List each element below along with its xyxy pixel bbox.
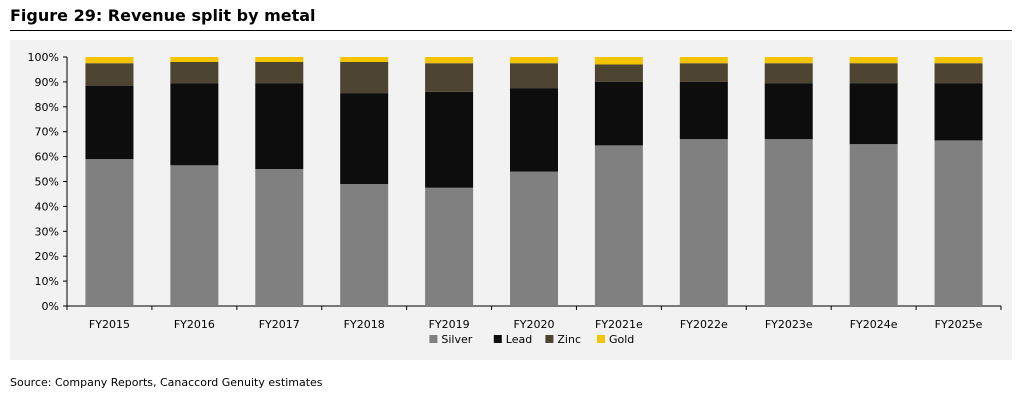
x-tick-label: FY2016	[174, 318, 215, 331]
bar-segment-gold	[425, 57, 474, 64]
bar-segment-lead	[934, 83, 983, 141]
y-tick-label: 0%	[42, 300, 59, 313]
y-tick-label: 40%	[35, 200, 59, 213]
bar-segment-gold	[255, 57, 304, 62]
x-tick-label: FY2020	[513, 318, 554, 331]
y-tick-label: 10%	[35, 275, 59, 288]
bar-segment-silver	[764, 139, 813, 306]
source-note: Source: Company Reports, Canaccord Genui…	[10, 376, 323, 389]
bar-segment-zinc	[340, 61, 389, 94]
bar-segment-gold	[510, 57, 558, 64]
bar-segment-zinc	[85, 63, 134, 86]
x-tick-label: FY2023e	[765, 318, 813, 331]
bar-segment-silver	[340, 183, 389, 306]
bar-segment-silver	[255, 169, 304, 306]
y-tick-label: 70%	[35, 126, 59, 139]
x-tick-label: FY2015	[89, 318, 130, 331]
bar-segment-gold	[594, 57, 643, 65]
bar-segment-silver	[679, 139, 728, 306]
bar-segment-lead	[340, 93, 389, 184]
bar-segment-silver	[934, 140, 983, 306]
legend-label-silver: Silver	[441, 333, 472, 346]
y-tick-label: 80%	[35, 101, 59, 114]
bar-segment-gold	[679, 57, 728, 64]
y-tick-label: 60%	[35, 151, 59, 164]
bar-segment-lead	[255, 83, 304, 170]
bar-segment-zinc	[679, 63, 728, 82]
bar-segment-lead	[85, 85, 134, 160]
y-tick-label: 100%	[28, 51, 59, 64]
y-tick-label: 50%	[35, 176, 59, 189]
bar-segment-lead	[425, 91, 474, 188]
bar-segment-zinc	[170, 61, 219, 84]
legend-swatch-gold	[597, 335, 605, 343]
bar-segment-zinc	[934, 63, 983, 84]
bar-segment-silver	[85, 159, 134, 306]
bar-segment-lead	[170, 83, 219, 166]
x-tick-label: FY2019	[429, 318, 470, 331]
y-tick-label: 90%	[35, 76, 59, 89]
bar-segment-silver	[849, 144, 898, 306]
legend-label-lead: Lead	[506, 333, 532, 346]
x-tick-label: FY2017	[259, 318, 300, 331]
bar-segment-silver	[425, 187, 474, 306]
legend-label-zinc: Zinc	[557, 333, 581, 346]
bar-segment-gold	[849, 57, 898, 64]
bar-segment-zinc	[255, 61, 304, 84]
chart-area: 0% 10% 20% 30% 40% 50% 60% 70% 80% 90% 100% FY2015 F…	[10, 40, 1012, 360]
title-divider	[10, 30, 1012, 31]
bar-segment-lead	[679, 81, 728, 140]
bar-segment-gold	[764, 57, 813, 64]
bar-segment-gold	[85, 57, 134, 64]
bar-segment-zinc	[849, 63, 898, 84]
x-tick-label: FY2022e	[680, 318, 728, 331]
bar-segment-lead	[594, 81, 643, 146]
x-tick-label: FY2025e	[935, 318, 983, 331]
legend-label-gold: Gold	[609, 333, 634, 346]
legend-swatch-lead	[493, 335, 502, 343]
x-tick-label: FY2021e	[595, 318, 643, 331]
bar-segment-lead	[764, 83, 813, 140]
bar-segment-gold	[170, 57, 219, 62]
x-tick-label: FY2024e	[850, 318, 898, 331]
y-tick-label: 30%	[35, 225, 59, 238]
bar-segment-lead	[510, 88, 558, 172]
bar-segment-lead	[849, 83, 898, 145]
bar-segment-zinc	[510, 63, 558, 89]
bar-segment-zinc	[425, 63, 474, 92]
bar-segment-silver	[510, 171, 558, 306]
bar-segment-gold	[934, 57, 983, 64]
x-tick-label: FY2018	[344, 318, 385, 331]
bar-segment-silver	[170, 165, 219, 306]
legend-swatch-silver	[429, 335, 438, 343]
y-tick-label: 20%	[35, 250, 59, 263]
bar-segment-silver	[594, 145, 643, 306]
bar-segment-gold	[340, 57, 389, 62]
figure-title: Figure 29: Revenue split by metal	[10, 6, 316, 25]
bar-segment-zinc	[764, 63, 813, 84]
legend-swatch-zinc	[545, 335, 554, 343]
bar-segment-zinc	[594, 64, 643, 82]
stacked-bar-chart: 0% 10% 20% 30% 40% 50% 60% 70% 80% 90% 100% FY2015 F…	[28, 51, 1002, 346]
